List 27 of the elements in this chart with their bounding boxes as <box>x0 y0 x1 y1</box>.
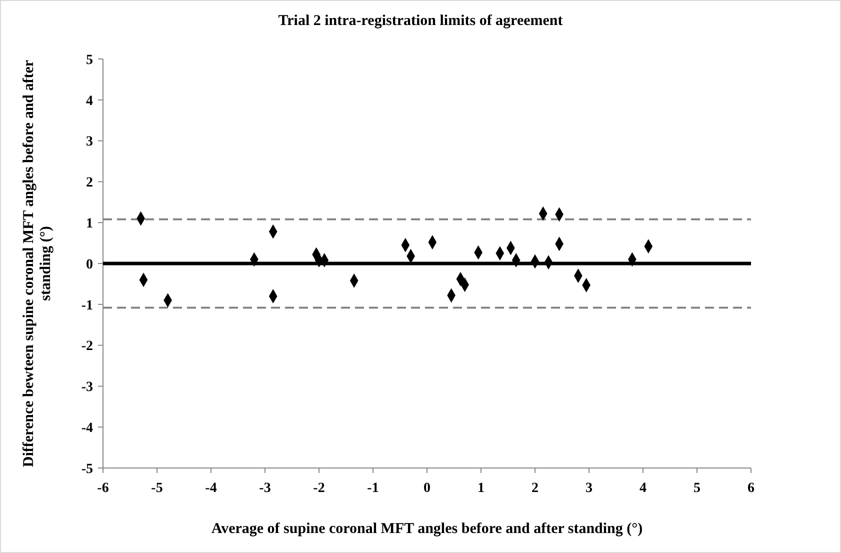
x-tick-label: -4 <box>205 481 217 496</box>
y-tick-label: 5 <box>86 52 93 68</box>
x-tick-label: -6 <box>97 481 109 496</box>
y-tick-label: -2 <box>81 339 93 354</box>
x-tick-label: 4 <box>640 481 646 496</box>
y-tick-label: 1 <box>86 216 93 232</box>
y-tick-label: 4 <box>86 94 93 109</box>
x-tick-label: -1 <box>367 481 379 496</box>
x-tick-label: 0 <box>424 481 430 496</box>
y-axis-title: Difference bewteen supine coronal MFT angles before and after standing (°) <box>20 59 55 468</box>
x-tick-label: 3 <box>586 481 592 496</box>
x-tick-label: -2 <box>313 481 325 496</box>
y-tick-label: -3 <box>81 380 93 396</box>
x-axis-title: Average of supine coronal MFT angles before and after standing (°) <box>211 521 643 537</box>
x-tick-label: -3 <box>259 481 271 496</box>
y-tick-label: 2 <box>86 176 93 191</box>
chart-title: Trial 2 intra-registration limits of agreement <box>278 13 563 29</box>
x-tick-label: 1 <box>478 481 484 496</box>
x-tick-label: -5 <box>151 481 163 496</box>
y-tick-label: -5 <box>81 462 93 477</box>
x-tick-label: 6 <box>748 481 754 496</box>
y-tick-label: 0 <box>86 257 93 272</box>
y-tick-label: -4 <box>81 421 93 436</box>
y-tick-label: -1 <box>81 298 93 314</box>
x-tick-label: 5 <box>694 481 700 496</box>
y-tick-label: 3 <box>86 134 93 150</box>
x-tick-label: 2 <box>532 481 538 496</box>
